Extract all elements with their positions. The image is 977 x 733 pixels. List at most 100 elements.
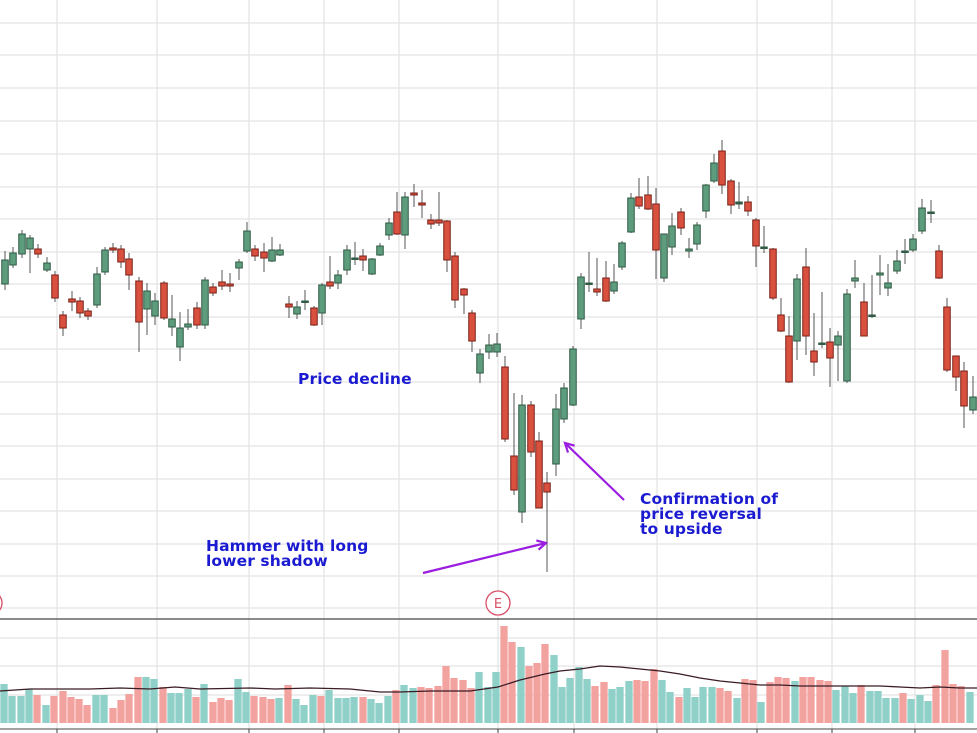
volume-bar bbox=[134, 677, 142, 723]
candle bbox=[884, 264, 892, 296]
candle bbox=[385, 218, 393, 240]
candle-body bbox=[451, 255, 459, 301]
volume-bar bbox=[675, 697, 683, 723]
volume-bar bbox=[541, 644, 549, 723]
volume-bar bbox=[492, 672, 500, 723]
candle bbox=[618, 241, 626, 270]
candle-body bbox=[510, 455, 518, 491]
volume-pane bbox=[0, 626, 977, 723]
candle-body bbox=[485, 344, 493, 353]
candle bbox=[143, 283, 151, 335]
annotation-hammer: Hammer with long lower shadow bbox=[206, 537, 369, 570]
volume-bar bbox=[192, 697, 200, 723]
volume-bar bbox=[167, 693, 175, 723]
candle bbox=[510, 393, 518, 495]
volume-bar bbox=[459, 680, 467, 723]
candle bbox=[368, 258, 376, 275]
candle bbox=[160, 281, 168, 320]
candle-body bbox=[735, 201, 743, 205]
candle bbox=[176, 312, 184, 361]
volume-bar bbox=[33, 695, 41, 723]
candle bbox=[760, 226, 768, 253]
volume-bar bbox=[799, 677, 807, 723]
volume-bar bbox=[683, 688, 691, 723]
candle-body bbox=[884, 282, 892, 289]
volume-bar bbox=[782, 678, 790, 723]
volume-bar bbox=[708, 687, 716, 723]
candle bbox=[744, 196, 752, 216]
volume-bar bbox=[957, 686, 965, 723]
volume-bar bbox=[932, 685, 940, 723]
candle bbox=[184, 309, 192, 330]
candle-body bbox=[677, 211, 685, 229]
candle-body bbox=[251, 248, 259, 257]
candle-body bbox=[851, 277, 859, 282]
event-markers: E bbox=[0, 590, 511, 616]
candle bbox=[334, 270, 342, 289]
candle-body bbox=[68, 298, 76, 303]
volume-bar bbox=[350, 697, 358, 723]
volume-bar bbox=[849, 693, 857, 723]
candle bbox=[677, 208, 685, 235]
volume-bar bbox=[159, 687, 167, 723]
volume-bar bbox=[816, 680, 824, 723]
candle bbox=[343, 245, 351, 275]
candle-body bbox=[876, 272, 884, 276]
candle-body bbox=[34, 248, 42, 255]
earnings-event-marker bbox=[0, 595, 3, 611]
candle bbox=[276, 244, 284, 256]
candle-body bbox=[76, 300, 84, 314]
arrowhead-icon bbox=[536, 539, 549, 551]
candle-body bbox=[868, 314, 876, 317]
volume-bar bbox=[658, 680, 666, 723]
volume-bar bbox=[200, 684, 208, 723]
volume-bar bbox=[334, 698, 342, 723]
candle bbox=[693, 222, 701, 250]
volume-bar bbox=[142, 677, 150, 723]
candle-body bbox=[635, 196, 643, 207]
candle bbox=[376, 243, 384, 256]
candle-body bbox=[143, 290, 151, 310]
candle-body bbox=[393, 211, 401, 235]
candle bbox=[243, 222, 251, 253]
candle bbox=[727, 179, 735, 214]
candle bbox=[569, 346, 577, 406]
candle-body bbox=[660, 233, 668, 279]
candle-body bbox=[334, 274, 342, 284]
volume-bar bbox=[558, 687, 566, 723]
candle-body bbox=[293, 306, 301, 315]
candle bbox=[535, 432, 543, 509]
candle bbox=[909, 234, 917, 252]
volume-bar bbox=[242, 692, 250, 723]
candle bbox=[493, 333, 501, 357]
candle-body bbox=[268, 249, 276, 262]
candle bbox=[876, 255, 884, 295]
volume-bar bbox=[259, 697, 267, 723]
volume-bar bbox=[8, 696, 16, 723]
volume-moving-average bbox=[0, 665, 977, 693]
candle-body bbox=[727, 180, 735, 206]
candle-body bbox=[427, 219, 435, 225]
volume-bar bbox=[517, 647, 525, 723]
candle-body bbox=[301, 300, 309, 303]
event-marker-label: E bbox=[494, 597, 502, 612]
volume-bar bbox=[267, 699, 275, 723]
event-marker-circle bbox=[485, 590, 511, 616]
candle-body bbox=[710, 162, 718, 182]
candle-body bbox=[59, 314, 67, 329]
candle bbox=[326, 256, 334, 289]
candle bbox=[810, 313, 818, 376]
volume-bar bbox=[150, 679, 158, 723]
candle bbox=[668, 213, 676, 255]
candle-body bbox=[569, 348, 577, 406]
candle-body bbox=[226, 283, 234, 287]
candle bbox=[193, 302, 201, 329]
volume-bar bbox=[874, 691, 882, 723]
candle bbox=[318, 283, 326, 325]
volume-bar bbox=[300, 705, 308, 723]
candle bbox=[151, 293, 159, 325]
candle bbox=[843, 289, 851, 383]
candle-body bbox=[435, 219, 443, 224]
candle-body bbox=[685, 248, 693, 252]
